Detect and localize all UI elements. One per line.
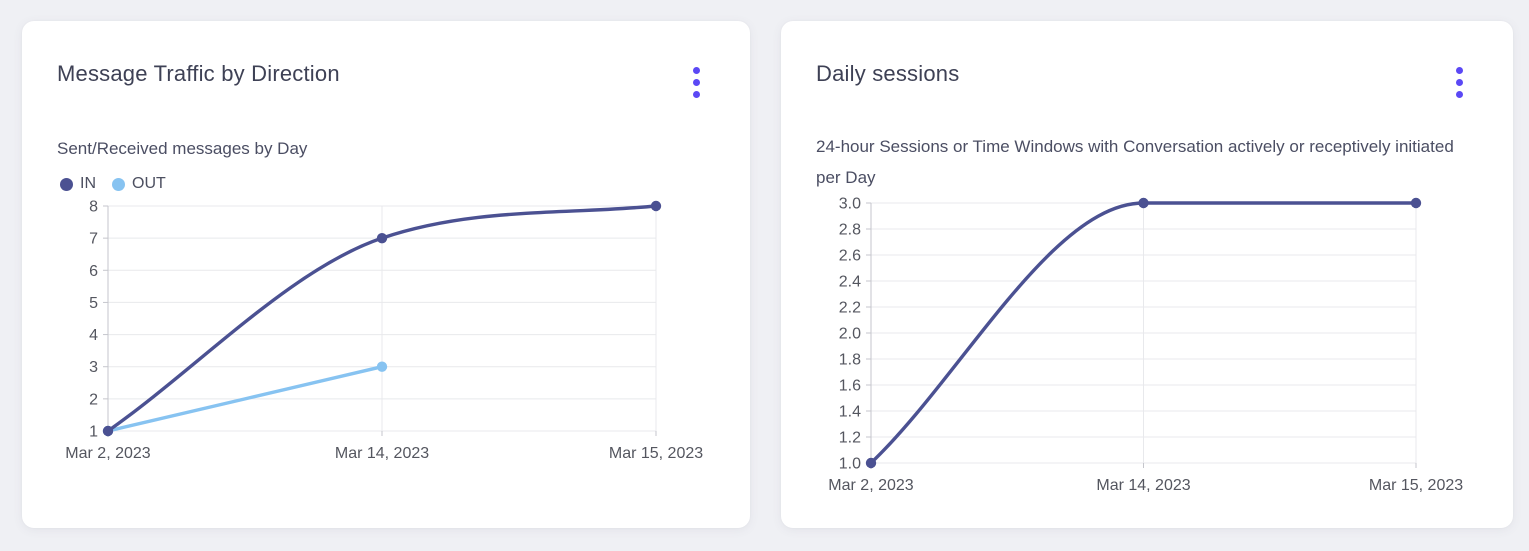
y-tick-label: 2.6 bbox=[839, 248, 861, 265]
y-tick-label: 1.4 bbox=[839, 404, 861, 421]
data-point bbox=[376, 361, 388, 372]
card-subtitle: 24-hour Sessions or Time Windows with Co… bbox=[816, 137, 1454, 187]
x-tick-label: Mar 15, 2023 bbox=[609, 445, 703, 462]
kebab-dot bbox=[1456, 67, 1463, 74]
chart-legend: IN OUT bbox=[60, 174, 706, 194]
y-tick-label: 3.0 bbox=[839, 196, 861, 213]
data-point bbox=[102, 425, 114, 437]
y-tick-label: 1.0 bbox=[839, 456, 861, 473]
legend-dot-out-icon bbox=[112, 177, 125, 191]
y-tick-label: 1.8 bbox=[839, 352, 861, 369]
y-tick-label: 2 bbox=[89, 391, 98, 408]
y-tick-label: 4 bbox=[89, 327, 98, 344]
kebab-dot bbox=[693, 79, 700, 86]
y-tick-label: 1.2 bbox=[839, 430, 861, 447]
card-title: Message Traffic by Direction bbox=[57, 61, 340, 86]
y-tick-label: 5 bbox=[89, 295, 98, 312]
data-point bbox=[650, 200, 662, 212]
message-traffic-card: Message Traffic by Direction Sent/Receiv… bbox=[22, 21, 750, 528]
kebab-dot bbox=[1456, 91, 1463, 98]
data-point bbox=[376, 232, 388, 244]
x-tick-label: Mar 14, 2023 bbox=[335, 445, 429, 462]
legend-dot-in-icon bbox=[60, 177, 73, 191]
y-tick-label: 1 bbox=[89, 424, 98, 441]
chart-area: 1 2 3 4 5 6 7 8 Mar 2, 2023 Mar 14, 2023 Mar 15, 2… bbox=[57, 194, 706, 487]
legend-item-out: OUT bbox=[112, 175, 166, 193]
daily-sessions-card: Daily sessions 24-hour Sessions or Time … bbox=[781, 21, 1513, 528]
card-title: Daily sessions bbox=[816, 61, 960, 86]
kebab-dot bbox=[1456, 79, 1463, 86]
data-point bbox=[1410, 197, 1422, 209]
y-tick-label: 1.6 bbox=[839, 378, 861, 395]
data-point bbox=[1138, 197, 1149, 209]
card-header: Message Traffic by Direction bbox=[57, 61, 706, 102]
y-tick-label: 2.2 bbox=[839, 300, 861, 317]
x-tick-label: Mar 14, 2023 bbox=[1096, 477, 1190, 494]
x-tick-label: Mar 2, 2023 bbox=[828, 477, 913, 494]
y-tick-label: 7 bbox=[89, 231, 98, 248]
card-subtitle: Sent/Received messages by Day bbox=[57, 139, 308, 158]
kebab-dot bbox=[693, 67, 700, 74]
series-line bbox=[106, 365, 384, 433]
series-line bbox=[869, 201, 1418, 465]
y-tick-label: 8 bbox=[89, 199, 98, 216]
x-tick-label: Mar 15, 2023 bbox=[1369, 477, 1463, 494]
data-point bbox=[865, 457, 877, 469]
y-tick-label: 2.0 bbox=[839, 326, 861, 343]
y-tick-label: 6 bbox=[89, 263, 98, 280]
kebab-menu-icon[interactable] bbox=[687, 63, 706, 102]
kebab-menu-icon[interactable] bbox=[1450, 63, 1469, 102]
message-traffic-line-chart: 1 2 3 4 5 6 7 8 Mar 2, 2023 Mar 14, 2023 Mar 15, 2… bbox=[65, 199, 703, 463]
daily-sessions-line-chart: 1.0 1.2 1.4 1.6 1.8 2.0 2.2 2.4 2.6 2.8 3.0 Mar 2, … bbox=[828, 196, 1463, 495]
legend-item-in: IN bbox=[60, 175, 96, 193]
y-tick-label: 2.4 bbox=[839, 274, 861, 291]
kebab-dot bbox=[693, 91, 700, 98]
legend-label-in: IN bbox=[80, 175, 96, 192]
card-header: Daily sessions bbox=[816, 61, 1469, 102]
x-tick-label: Mar 2, 2023 bbox=[65, 445, 150, 462]
y-tick-label: 3 bbox=[89, 359, 98, 376]
chart-area: 1.0 1.2 1.4 1.6 1.8 2.0 2.2 2.4 2.6 2.8 3.0 Mar 2, … bbox=[816, 193, 1469, 514]
y-tick-label: 2.8 bbox=[839, 222, 861, 239]
legend-label-out: OUT bbox=[132, 175, 166, 192]
